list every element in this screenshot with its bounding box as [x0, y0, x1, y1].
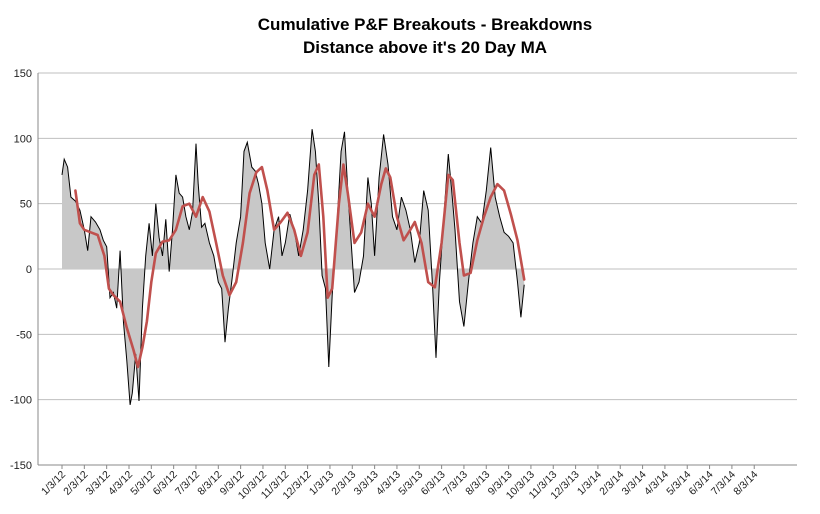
x-tick-label: 5/3/12	[128, 469, 157, 498]
y-tick-label: -100	[10, 395, 32, 407]
x-tick-label: 7/3/14	[709, 469, 738, 498]
ma-line	[74, 163, 526, 369]
area-outline	[61, 129, 525, 405]
x-tick-label: 4/3/14	[642, 469, 671, 498]
y-tick-label: -50	[16, 329, 32, 341]
x-tick-label: 2/3/14	[597, 469, 626, 498]
x-tick-label: 6/3/13	[419, 469, 448, 498]
y-tick-label: 50	[20, 199, 32, 211]
x-tick-label: 8/3/13	[463, 469, 492, 498]
area-series	[61, 129, 525, 405]
x-tick-label: 4/3/13	[374, 469, 403, 498]
x-tick-label: 3/3/13	[352, 469, 381, 498]
x-tick-label: 1/3/12	[39, 469, 68, 498]
x-tick-label: 2/3/12	[61, 469, 90, 498]
x-tick-label: 3/3/12	[84, 469, 113, 498]
y-tick-label: 100	[14, 133, 32, 145]
chart-subtitle: Distance above it's 20 Day MA	[303, 38, 547, 57]
y-tick-label: -150	[10, 460, 32, 472]
x-tick-label: 2/3/13	[329, 469, 358, 498]
x-tick-label: 8/3/14	[731, 469, 760, 498]
x-tick-label: 1/3/13	[307, 469, 336, 498]
x-tick-label: 6/3/14	[687, 469, 716, 498]
x-tick-label: 7/3/12	[173, 469, 202, 498]
y-tick-label: 0	[26, 264, 32, 276]
y-tick-labels: 150 100 50 0 -50 -100 -150	[10, 68, 32, 472]
x-tick-label: 6/3/12	[151, 469, 180, 498]
axes	[37, 73, 797, 469]
chart-title: Cumulative P&F Breakouts - Breakdowns	[258, 15, 592, 34]
x-tick-label: 5/3/14	[664, 469, 693, 498]
x-tick-label: 3/3/14	[620, 469, 649, 498]
area-fill	[62, 129, 525, 405]
moving-average-series	[74, 163, 526, 369]
x-tick-label: 5/3/13	[396, 469, 425, 498]
x-tick-label: 4/3/12	[106, 469, 135, 498]
x-tick-label: 7/3/13	[441, 469, 470, 498]
x-tick-label: 8/3/12	[195, 469, 224, 498]
x-tick-labels: 1/3/122/3/123/3/124/3/125/3/126/3/127/3/…	[39, 469, 760, 502]
y-tick-label: 150	[14, 68, 32, 80]
x-tick-label: 1/3/14	[575, 469, 604, 498]
